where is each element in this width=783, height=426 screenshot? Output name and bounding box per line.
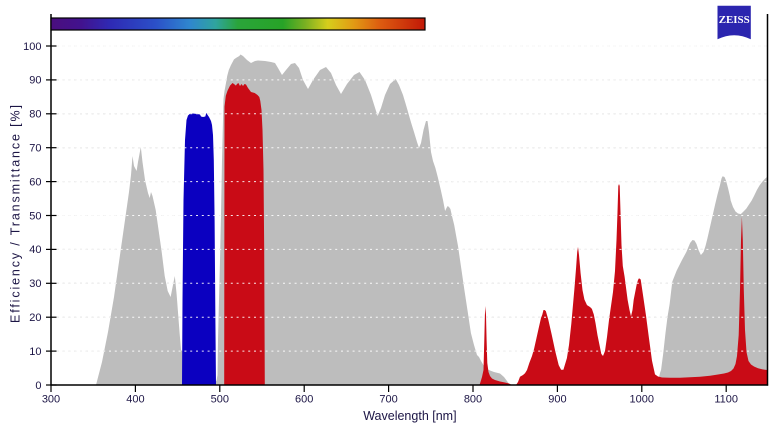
svg-text:Wavelength [nm]: Wavelength [nm] xyxy=(363,409,456,423)
svg-text:0: 0 xyxy=(35,380,41,392)
svg-text:800: 800 xyxy=(464,394,482,406)
svg-text:600: 600 xyxy=(295,394,313,406)
svg-text:Efficiency / Transmittance [%]: Efficiency / Transmittance [%] xyxy=(9,105,23,323)
svg-text:400: 400 xyxy=(126,394,144,406)
svg-text:70: 70 xyxy=(29,143,41,155)
svg-text:100: 100 xyxy=(23,41,41,53)
svg-text:ZEISS: ZEISS xyxy=(719,14,750,26)
svg-text:300: 300 xyxy=(42,394,60,406)
svg-text:1100: 1100 xyxy=(714,394,738,406)
svg-text:80: 80 xyxy=(29,109,41,121)
svg-text:1000: 1000 xyxy=(630,394,654,406)
svg-text:10: 10 xyxy=(29,346,41,358)
svg-text:700: 700 xyxy=(379,394,397,406)
svg-text:40: 40 xyxy=(29,244,41,256)
svg-text:20: 20 xyxy=(29,312,41,324)
svg-text:900: 900 xyxy=(548,394,566,406)
svg-text:500: 500 xyxy=(211,394,229,406)
svg-text:30: 30 xyxy=(29,278,41,290)
svg-text:90: 90 xyxy=(29,75,41,87)
svg-text:60: 60 xyxy=(29,176,41,188)
svg-text:50: 50 xyxy=(29,210,41,222)
